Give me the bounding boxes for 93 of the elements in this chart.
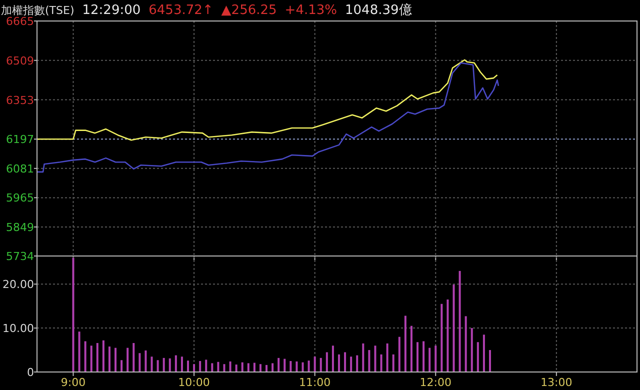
bar	[168, 358, 171, 372]
y-tick-label: 5849	[6, 220, 34, 234]
bar	[96, 343, 98, 372]
bar	[253, 362, 256, 372]
bar	[440, 304, 443, 372]
bar	[314, 356, 316, 372]
bar	[138, 353, 141, 372]
bar	[241, 362, 244, 372]
bar	[229, 361, 232, 372]
bar	[223, 364, 226, 372]
x-tick-label: 13:00	[540, 376, 572, 389]
chart-title: 加權指數(TSE)	[1, 4, 74, 17]
bar	[458, 270, 461, 372]
bar	[446, 300, 449, 372]
y-tick-label: 6665	[6, 15, 34, 28]
bar	[272, 363, 274, 372]
bar	[332, 346, 334, 372]
y-tick-label: 0	[27, 366, 34, 379]
bar	[144, 350, 147, 372]
y-tick-label: 10.00	[2, 322, 34, 336]
bar	[84, 341, 86, 372]
bar	[338, 354, 340, 372]
line-series	[36, 62, 500, 173]
bar	[350, 356, 352, 372]
y-tick-label: 6509	[6, 54, 34, 68]
bar	[114, 348, 117, 372]
bar	[259, 364, 262, 372]
y-tick-label: 5734	[6, 250, 34, 263]
bar	[284, 358, 286, 372]
bar	[278, 358, 280, 372]
bar	[482, 334, 485, 372]
bar	[344, 352, 346, 372]
bar	[266, 364, 268, 372]
bar	[452, 284, 455, 372]
bar	[235, 364, 238, 372]
x-tick-label: 10:00	[178, 376, 210, 389]
text: 1048.39億	[345, 3, 412, 18]
bar	[217, 362, 220, 372]
bar	[90, 346, 92, 372]
bar	[464, 316, 467, 372]
bar	[470, 328, 473, 372]
bar	[120, 360, 123, 372]
text: 12:29:00	[82, 3, 141, 18]
y-tick-label: 6081	[6, 162, 34, 176]
bar	[434, 346, 437, 372]
bar	[180, 356, 183, 372]
y-tick-label: 20.00	[2, 278, 34, 292]
bar	[78, 332, 80, 372]
bar	[132, 343, 135, 372]
bar	[247, 363, 250, 372]
y-tick-label: 6353	[6, 94, 34, 107]
y-tick-label: 5965	[6, 192, 34, 205]
line-series	[36, 59, 498, 141]
bar	[102, 340, 104, 372]
bar	[392, 354, 394, 372]
bar	[193, 364, 196, 372]
bar	[205, 360, 208, 372]
bar	[320, 358, 322, 372]
bar	[410, 326, 412, 372]
y-tick-label: 6197	[6, 133, 34, 146]
bar	[416, 342, 419, 372]
bar	[398, 336, 400, 372]
bar	[386, 343, 388, 372]
bar	[362, 343, 364, 372]
bar	[380, 354, 382, 372]
bar	[428, 348, 431, 372]
bar	[374, 346, 376, 372]
bar	[290, 361, 292, 372]
bar	[211, 363, 214, 372]
bar	[162, 358, 165, 372]
bar	[126, 348, 129, 372]
bar	[302, 362, 304, 372]
text: ▲256.25	[221, 3, 277, 18]
bar	[108, 346, 110, 372]
text: +4.13%	[284, 3, 337, 18]
text: 6453.72↑	[148, 3, 214, 18]
bar	[356, 355, 358, 372]
bar	[422, 341, 425, 372]
x-tick-label: 9:00	[60, 376, 86, 389]
bar	[199, 361, 202, 372]
bar	[150, 356, 153, 372]
bar	[476, 342, 479, 372]
bar	[488, 350, 491, 372]
bar	[404, 316, 406, 372]
bar	[296, 361, 298, 372]
bar	[326, 352, 328, 372]
bar	[174, 355, 177, 372]
x-tick-label: 12:00	[420, 376, 452, 389]
bar	[368, 350, 370, 372]
x-tick-label: 11:00	[298, 376, 331, 389]
bar	[308, 360, 310, 372]
bar	[186, 360, 189, 372]
bar	[156, 360, 159, 372]
